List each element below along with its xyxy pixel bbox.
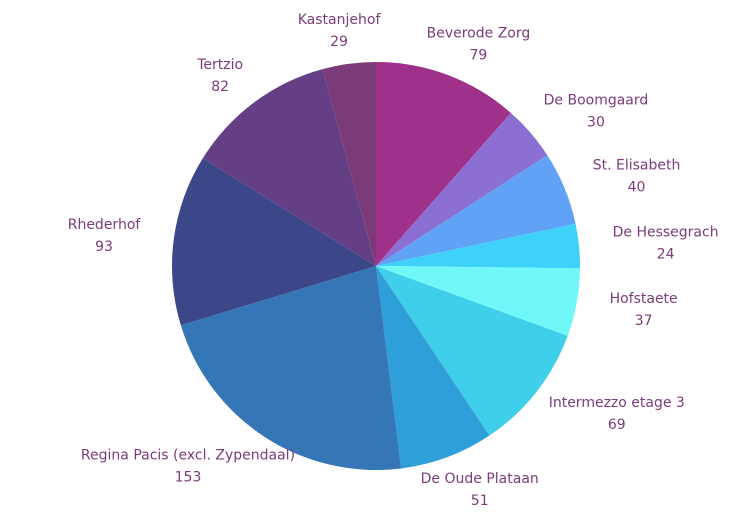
slice-label: De Hessegrach (613, 225, 719, 241)
slice-label: Rhederhof (68, 217, 142, 233)
pie-slice (171, 158, 376, 326)
pie-slice (376, 223, 580, 269)
pie-slice (376, 266, 568, 436)
pie-slice (376, 112, 548, 266)
pie-slice (202, 69, 376, 266)
pie-slice (376, 62, 511, 266)
pie-slice (376, 155, 576, 266)
slice-value: 153 (175, 470, 202, 486)
slice-label: Hofstaete (610, 291, 678, 307)
slice-value: 82 (211, 79, 229, 95)
slice-label: Beverode Zorg (427, 25, 531, 41)
slice-label: Intermezzo etage 3 (549, 395, 685, 411)
slice-label: Regina Pacis (excl. Zypendaal) (81, 448, 295, 464)
slice-value: 24 (657, 247, 675, 263)
slice-label: St. Elisabeth (593, 157, 681, 173)
slice-value: 79 (470, 47, 488, 63)
slice-label: De Oude Plataan (421, 471, 539, 487)
slice-value: 30 (587, 115, 605, 131)
pie-slice (376, 266, 490, 469)
slice-value: 37 (635, 313, 653, 329)
slice-value: 51 (471, 493, 489, 509)
pie-slice (180, 266, 402, 470)
slice-value: 40 (628, 179, 646, 195)
slice-label: Tertzio (196, 57, 243, 73)
slice-value: 93 (95, 239, 113, 255)
slice-value: 69 (608, 417, 626, 433)
slice-value: 29 (330, 34, 348, 50)
slice-label: De Boomgaard (544, 93, 649, 109)
pie-slice (376, 266, 580, 336)
pie-slice (322, 62, 376, 266)
slice-label: Kastanjehof (298, 12, 382, 28)
